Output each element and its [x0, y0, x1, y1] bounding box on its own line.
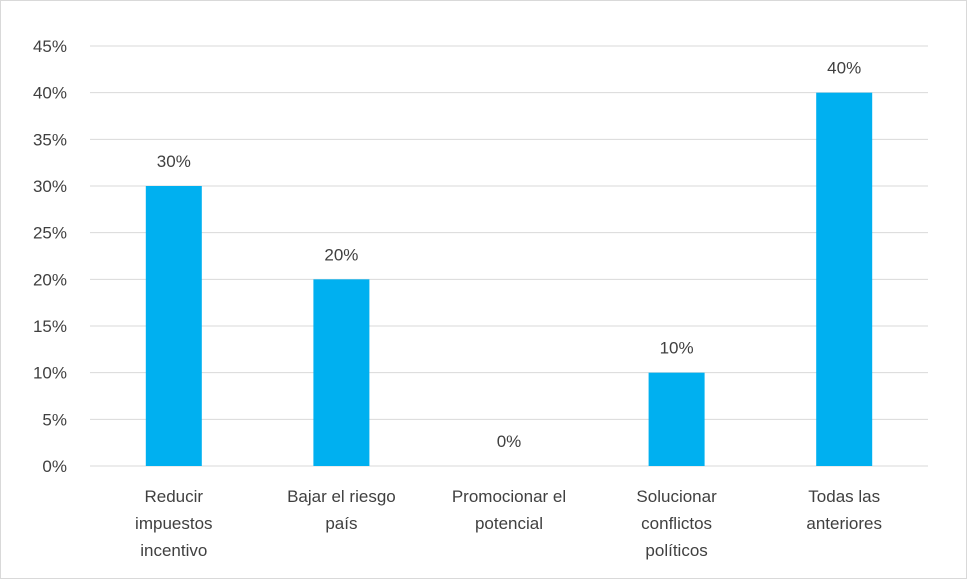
- y-tick-label: 35%: [33, 130, 67, 149]
- y-tick-label: 30%: [33, 177, 67, 196]
- category-label-line: impuestos: [135, 514, 212, 533]
- category-label-line: incentivo: [140, 541, 207, 560]
- category-label-line: potencial: [475, 514, 543, 533]
- y-tick-label: 10%: [33, 364, 67, 383]
- category-label-line: Todas las: [808, 487, 880, 506]
- category-label: Reducir impuestos incentivo: [135, 487, 212, 560]
- category-label-line: anteriores: [806, 514, 882, 533]
- category-label-line: Solucionar: [636, 487, 717, 506]
- data-label: 20%: [324, 245, 358, 264]
- x-axis-category-labels: Reducir impuestos incentivo Bajar el riesgo…: [135, 487, 882, 560]
- bar: [145, 186, 202, 466]
- y-tick-label: 15%: [33, 317, 67, 336]
- y-tick-label: 25%: [33, 224, 67, 243]
- y-tick-label: 0%: [42, 457, 67, 476]
- category-label-line: conflictos: [641, 514, 712, 533]
- data-label: 0%: [497, 432, 522, 451]
- category-label: Solucionar conflictos políticos: [636, 487, 717, 560]
- y-tick-label: 45%: [33, 37, 67, 56]
- y-tick-label: 40%: [33, 84, 67, 103]
- gridlines: [90, 45, 928, 467]
- category-label-line: políticos: [645, 541, 707, 560]
- data-label: 40%: [827, 59, 861, 78]
- bars: [145, 92, 873, 467]
- bar: [313, 279, 370, 466]
- y-tick-label: 20%: [33, 270, 67, 289]
- category-label: Todas las anteriores: [806, 487, 882, 533]
- data-label: 10%: [660, 339, 694, 358]
- bar: [816, 92, 873, 467]
- category-label-line: país: [325, 514, 357, 533]
- y-axis-tick-labels: 0% 5% 10% 15% 20% 25% 30% 35% 40% 45%: [33, 37, 67, 476]
- category-label-line: Promocionar el: [452, 487, 566, 506]
- data-labels: 30% 20% 0% 10% 40%: [157, 59, 861, 451]
- bar: [648, 372, 705, 466]
- category-label: Promocionar el potencial: [452, 487, 566, 533]
- data-label: 30%: [157, 152, 191, 171]
- category-label: Bajar el riesgo país: [287, 487, 396, 533]
- category-label-line: Bajar el riesgo: [287, 487, 396, 506]
- category-label-line: Reducir: [145, 487, 204, 506]
- y-tick-label: 5%: [42, 410, 67, 429]
